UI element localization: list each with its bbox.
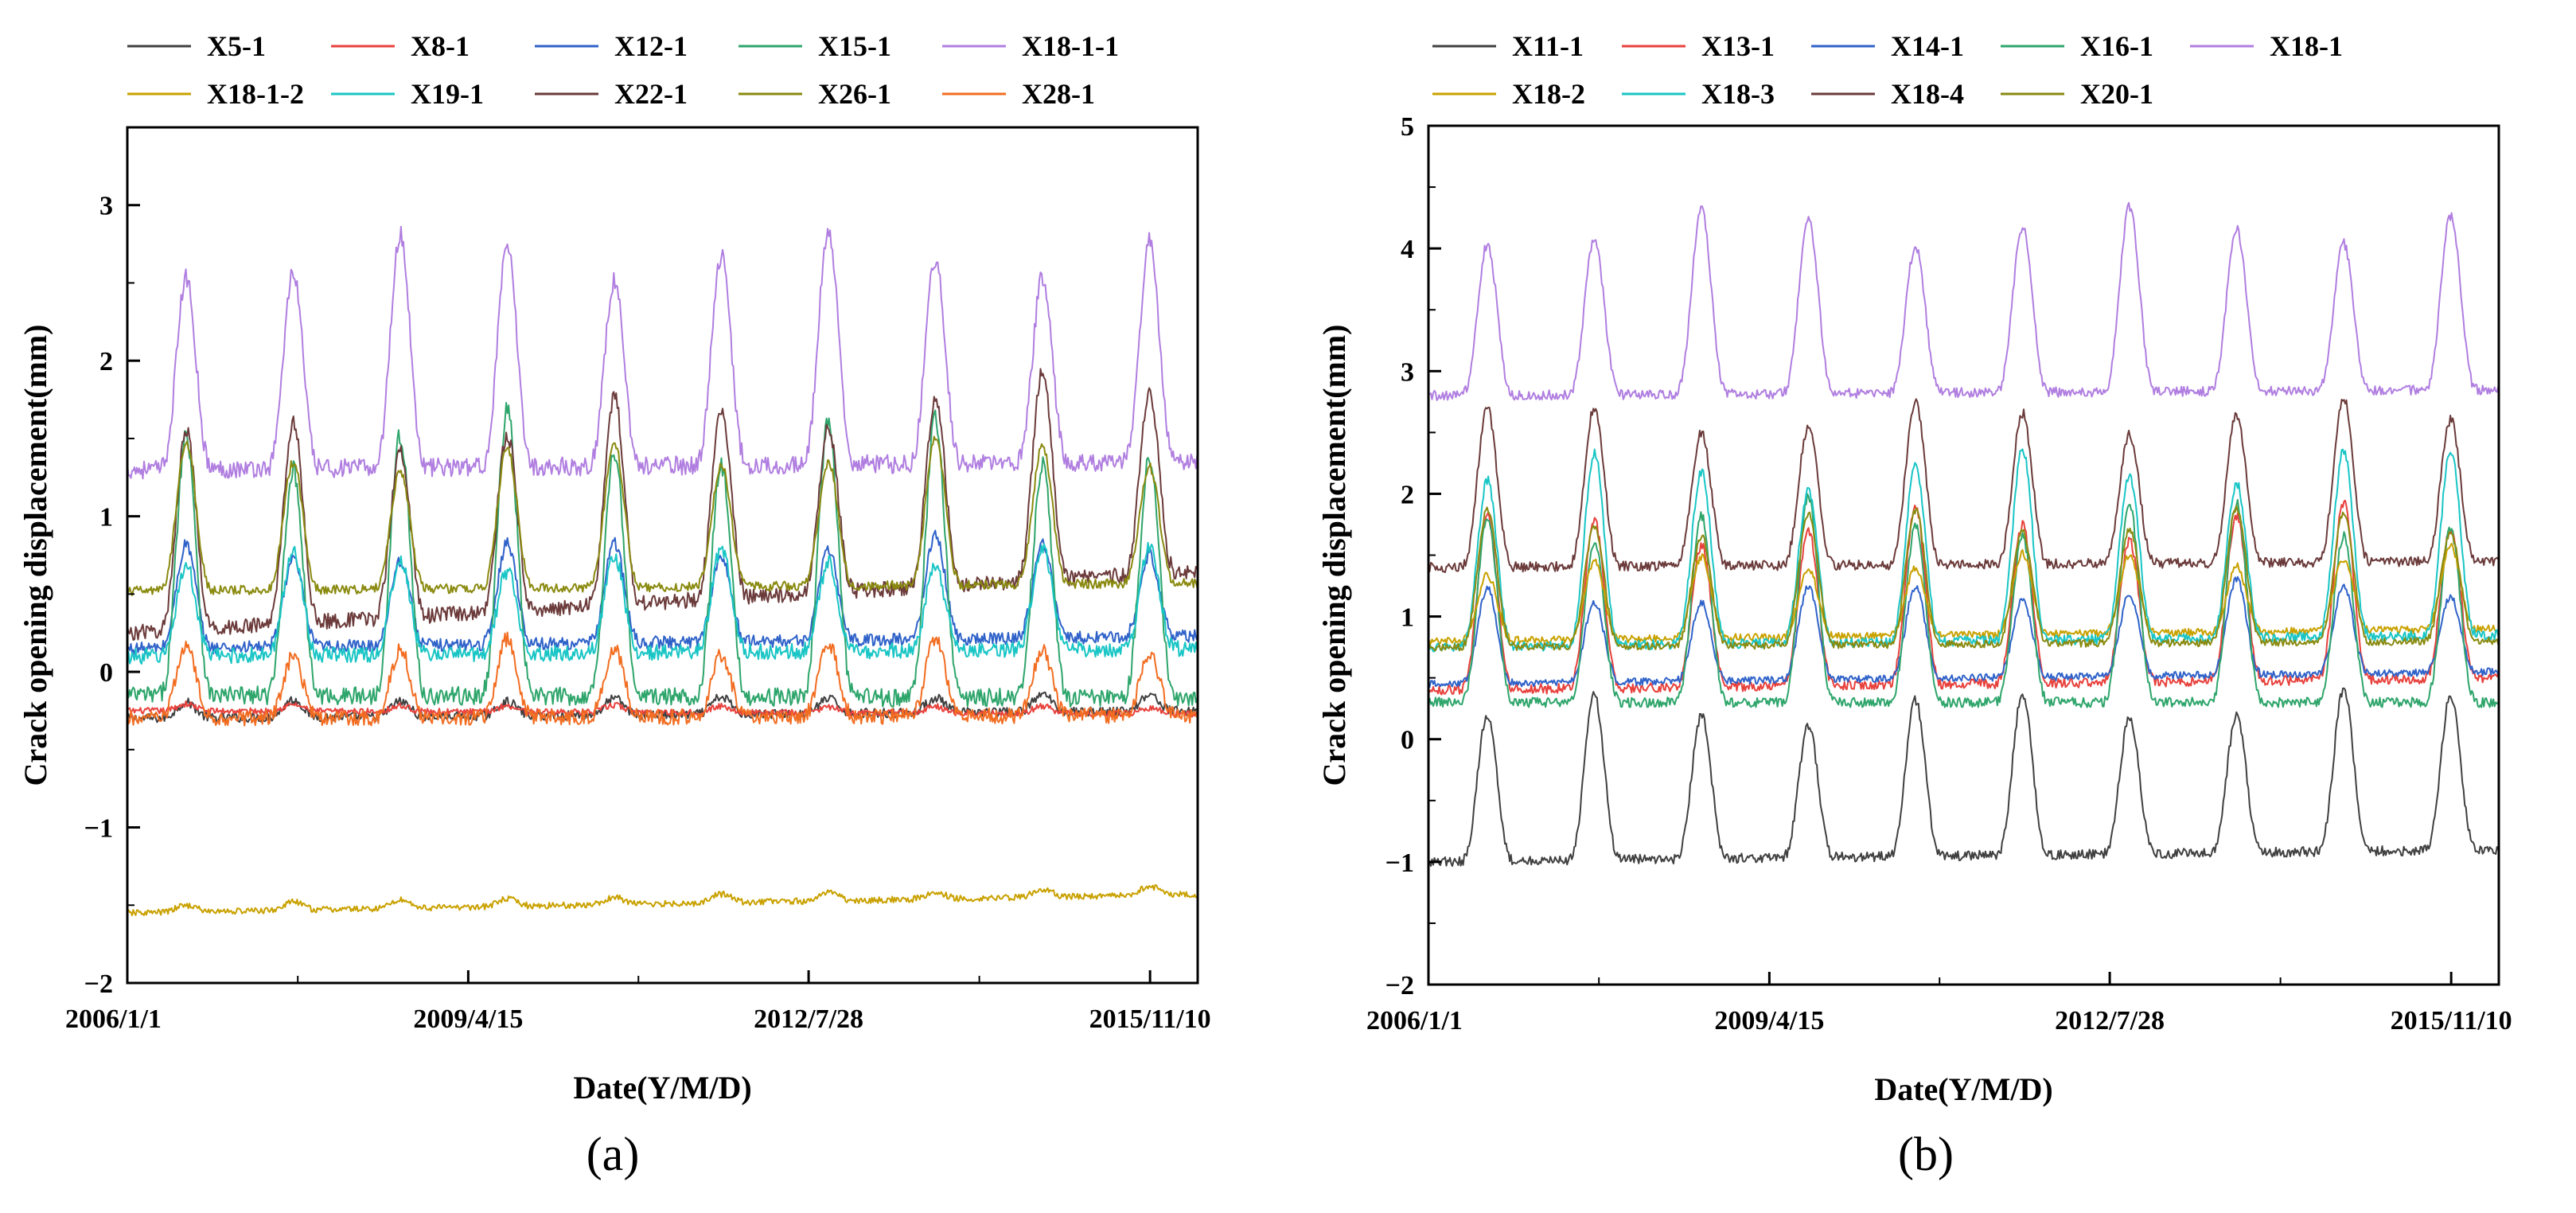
- y-axis-label: Crack opening displacement(mm): [1316, 325, 1352, 786]
- series-group: [127, 225, 1198, 917]
- series-line-X18-1-2: [127, 883, 1198, 917]
- legend-label: X16-1: [2080, 30, 2153, 62]
- chart-panel-a: X5-1 X8-1 X12-1 X15-1 X18-1-1 X18-1-2 X19-1 X22…: [18, 30, 1211, 1180]
- x-tick-label: 2015/11/10: [1089, 1004, 1211, 1034]
- series-line-X26-1: [127, 435, 1198, 596]
- series-line-X20-1: [1428, 505, 2499, 652]
- x-tick-label: 2012/7/28: [2055, 1006, 2165, 1036]
- series-line-X18-2: [1428, 543, 2499, 645]
- series-line-X18-4: [1428, 398, 2499, 573]
- legend-label: X22-1: [614, 78, 688, 110]
- legend-label: X13-1: [1701, 30, 1775, 62]
- y-tick-label: 3: [99, 192, 113, 221]
- x-tick-label: 2006/1/1: [65, 1004, 162, 1034]
- y-tick-label: 5: [1401, 112, 1414, 142]
- x-tick-label: 2009/4/15: [413, 1004, 523, 1034]
- series-line-X28-1: [127, 631, 1198, 727]
- y-tick-label: 0: [1401, 726, 1414, 755]
- plot-frame: [126, 126, 1199, 985]
- x-tick-label: 2015/11/10: [2391, 1006, 2512, 1036]
- legend-label: X28-1: [1022, 78, 1095, 110]
- y-tick-label: −2: [84, 969, 113, 999]
- legend-label: X15-1: [818, 30, 891, 62]
- y-tick-label: −2: [1385, 971, 1414, 1000]
- legend-label: X14-1: [1891, 30, 1964, 62]
- y-tick-label: 4: [1401, 235, 1414, 264]
- legend-label: X5-1: [207, 30, 266, 62]
- y-tick-label: −1: [1385, 848, 1414, 878]
- legend-label: X18-4: [1891, 78, 1964, 110]
- series-line-X19-1: [127, 541, 1198, 665]
- legend-label: X18-2: [1512, 78, 1585, 110]
- y-tick-label: −1: [84, 814, 113, 844]
- panel-label: (a): [587, 1128, 640, 1180]
- legend-label: X18-3: [1701, 78, 1775, 110]
- legend-label: X12-1: [614, 30, 688, 62]
- x-tick-label: 2012/7/28: [754, 1004, 863, 1034]
- legend-label: X26-1: [818, 78, 891, 110]
- series-group: [1428, 201, 2499, 868]
- x-axis-label: Date(Y/M/D): [573, 1070, 751, 1106]
- series-line-X11-1: [1428, 687, 2499, 868]
- legend-label: X18-1: [2270, 30, 2343, 62]
- series-line-X16-1: [1428, 493, 2499, 708]
- legend-label: X20-1: [2080, 78, 2153, 110]
- y-tick-label: 2: [99, 347, 113, 376]
- y-tick-label: 1: [99, 503, 113, 532]
- series-line-X13-1: [1428, 499, 2499, 696]
- y-axis-label: Crack opening displacement(mm): [18, 325, 53, 786]
- x-axis-label: Date(Y/M/D): [1874, 1071, 2052, 1107]
- y-tick-label: 3: [1401, 357, 1414, 387]
- chart-panel-b: X11-1 X13-1 X14-1 X16-1 X18-1 X18-2 X18-3 X18-4…: [1316, 30, 2512, 1180]
- series-line-X18-3: [1428, 448, 2499, 653]
- legend-label: X18-1-1: [1022, 30, 1119, 62]
- series-line-X18-1-1: [127, 225, 1198, 480]
- y-tick-label: 1: [1401, 603, 1414, 633]
- series-line-X18-1: [1428, 201, 2499, 401]
- legend-label: X8-1: [411, 30, 470, 62]
- y-tick-label: 0: [99, 658, 113, 688]
- legend-label: X11-1: [1512, 30, 1584, 62]
- x-tick-label: 2009/4/15: [1714, 1006, 1824, 1036]
- y-tick-label: 2: [1401, 480, 1414, 509]
- panel-label: (b): [1898, 1128, 1954, 1180]
- x-tick-label: 2006/1/1: [1366, 1006, 1463, 1036]
- legend-label: X19-1: [411, 78, 484, 110]
- legend-label: X18-1-2: [207, 78, 304, 110]
